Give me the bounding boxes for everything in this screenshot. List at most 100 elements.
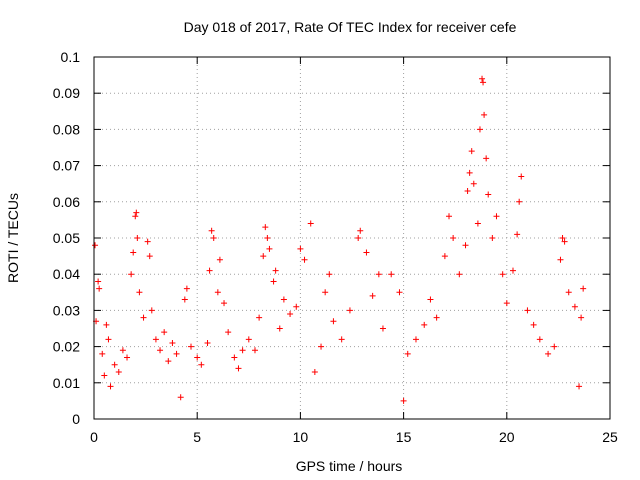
data-point — [456, 271, 463, 278]
data-point — [157, 347, 164, 354]
data-point — [293, 303, 300, 310]
data-point — [468, 148, 475, 155]
x-tick-label: 10 — [293, 429, 309, 445]
data-point — [446, 213, 453, 220]
data-point — [580, 285, 587, 292]
data-point — [152, 336, 159, 343]
data-point — [396, 289, 403, 296]
data-point — [208, 227, 215, 234]
data-point — [355, 235, 362, 241]
data-point — [565, 289, 572, 296]
x-tick-label: 15 — [396, 429, 412, 445]
data-point — [221, 300, 228, 307]
data-point — [140, 314, 147, 321]
data-point — [134, 235, 141, 241]
data-point — [493, 213, 500, 220]
data-point — [450, 235, 457, 241]
data-point — [235, 365, 242, 372]
data-point — [111, 361, 118, 368]
data-point — [518, 173, 525, 180]
data-points — [92, 75, 587, 404]
data-point — [551, 343, 558, 350]
data-point — [177, 394, 184, 401]
data-point — [262, 224, 269, 231]
y-tick-label: 0.06 — [53, 194, 80, 210]
data-point — [204, 339, 211, 346]
data-point — [433, 314, 440, 321]
chart-title: Day 018 of 2017, Rate Of TEC Index for r… — [184, 19, 517, 35]
data-point — [557, 256, 564, 263]
data-point — [400, 397, 407, 404]
data-point — [441, 253, 448, 260]
data-point — [483, 155, 490, 162]
x-tick-label: 0 — [90, 429, 98, 445]
data-point — [499, 271, 506, 278]
y-tick-label: 0.03 — [53, 302, 80, 318]
data-point — [99, 350, 106, 357]
data-point — [96, 285, 103, 292]
data-point — [404, 350, 411, 357]
y-axis: 0 0.01 0.02 0.03 0.04 0.05 0.06 0.07 0.08 0.09 0.1 — [53, 49, 610, 427]
data-point — [264, 235, 271, 241]
data-point — [276, 325, 283, 332]
data-point — [375, 271, 382, 278]
data-point — [148, 307, 155, 314]
y-tick-label: 0.07 — [53, 158, 80, 174]
y-tick-label: 0.01 — [53, 375, 80, 391]
data-point — [481, 111, 488, 118]
data-point — [183, 285, 190, 292]
y-tick-label: 0.05 — [53, 230, 80, 246]
data-point — [318, 343, 325, 350]
y-tick-label: 0.08 — [53, 121, 80, 137]
data-point — [194, 354, 201, 361]
data-point — [206, 267, 213, 274]
data-point — [95, 278, 102, 285]
data-point — [210, 235, 217, 241]
data-point — [466, 169, 473, 176]
x-tick-label: 20 — [499, 429, 515, 445]
data-point — [462, 242, 469, 249]
data-point — [536, 336, 543, 343]
data-point — [545, 350, 552, 357]
data-point — [101, 372, 108, 379]
data-point — [136, 289, 143, 296]
x-tick-label: 5 — [193, 429, 201, 445]
data-point — [188, 343, 195, 350]
data-point — [225, 329, 232, 336]
data-point — [464, 187, 471, 194]
x-axis-label: GPS time / hours — [296, 458, 403, 474]
data-point — [115, 368, 122, 375]
y-tick-label: 0.04 — [53, 266, 80, 282]
data-point — [245, 336, 252, 343]
y-tick-label: 0.09 — [53, 85, 80, 101]
data-point — [133, 209, 140, 216]
data-point — [181, 296, 188, 303]
y-tick-label: 0.1 — [61, 49, 81, 65]
x-axis: 0 5 10 15 20 25 — [90, 57, 618, 445]
grid — [94, 57, 610, 419]
data-point — [107, 383, 114, 390]
data-point — [561, 238, 568, 245]
data-point — [338, 336, 345, 343]
data-point — [124, 354, 131, 361]
y-tick-label: 0.02 — [53, 339, 80, 355]
data-point — [485, 191, 492, 198]
data-point — [119, 347, 126, 354]
data-point — [266, 245, 273, 252]
data-point — [509, 267, 516, 274]
data-point — [489, 235, 496, 241]
plot-frame — [93, 56, 611, 420]
data-point — [251, 347, 258, 354]
data-point — [307, 220, 314, 227]
data-point — [239, 347, 246, 354]
data-point — [412, 336, 419, 343]
data-point — [514, 231, 521, 238]
data-point — [474, 220, 481, 227]
data-point — [92, 242, 99, 249]
data-point — [388, 271, 395, 278]
data-point — [379, 325, 386, 332]
data-point — [270, 278, 277, 285]
data-point — [280, 296, 287, 303]
y-axis-label: ROTI / TECUs — [5, 193, 21, 283]
data-point — [479, 75, 486, 82]
